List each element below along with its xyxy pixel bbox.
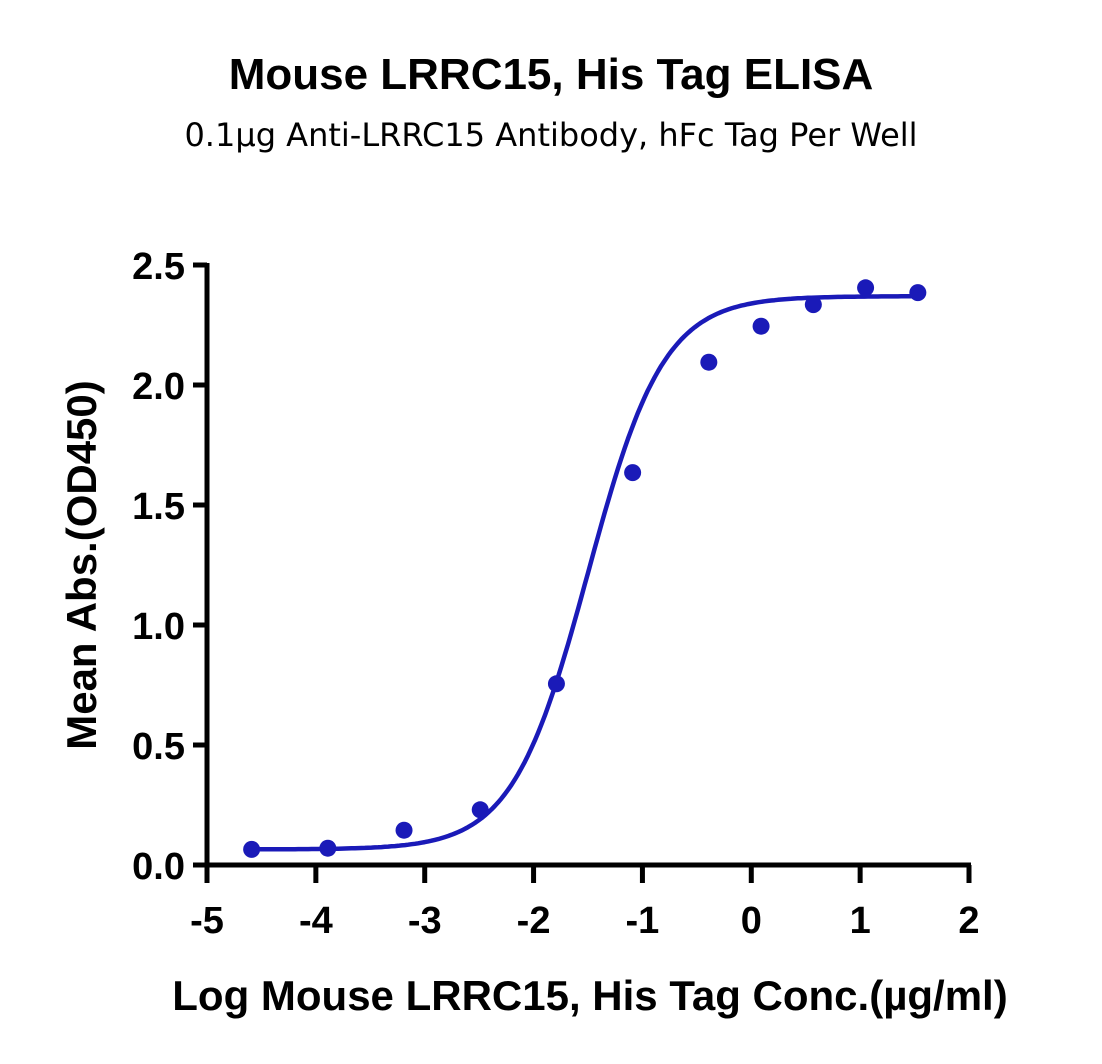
x-tick-label: -1 <box>626 900 660 942</box>
chart-title: Mouse LRRC15, His Tag ELISA <box>228 50 874 99</box>
data-point <box>752 317 770 335</box>
chart-subtitle: 0.1µg Anti-LRRC15 Antibody, hFc Tag Per … <box>184 116 918 154</box>
data-point <box>909 284 927 302</box>
y-tick-label: 1.0 <box>132 606 185 648</box>
y-axis-label: Mean Abs.(OD450) <box>58 380 105 750</box>
y-tick-label: 1.5 <box>132 486 185 528</box>
data-point <box>471 801 489 819</box>
fit-curve <box>249 294 921 852</box>
x-axis-label: Log Mouse LRRC15, His Tag Conc.(µg/ml) <box>172 972 1007 1019</box>
data-point <box>804 296 822 314</box>
data-point <box>395 821 413 839</box>
marks <box>243 279 927 858</box>
data-point <box>857 279 875 297</box>
y-tick-label: 2.5 <box>132 246 185 288</box>
x-tick-label: -2 <box>517 900 551 942</box>
x-tick-label: 2 <box>958 900 979 942</box>
data-point <box>547 675 565 693</box>
data-point <box>319 839 337 857</box>
data-point <box>700 353 718 371</box>
data-point <box>624 464 642 482</box>
x-tick-label: -5 <box>190 900 224 942</box>
y-tick-label: 0.5 <box>132 726 185 768</box>
x-tick-label: -4 <box>299 900 333 942</box>
y-tick-label: 2.0 <box>132 366 185 408</box>
x-tick-label: 1 <box>850 900 871 942</box>
y-tick-label: 0.0 <box>132 846 185 888</box>
x-tick-label: -3 <box>408 900 442 942</box>
axes: 0.0 0.5 1.0 1.5 2.0 2.5 -5 -4 -3 -2 -1 0 1 2 <box>132 246 979 942</box>
data-point <box>243 840 261 858</box>
x-tick-label: 0 <box>741 900 762 942</box>
